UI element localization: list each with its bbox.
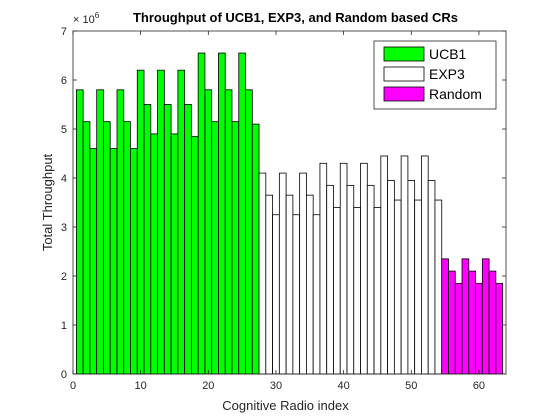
- bar-exp3-49: [400, 155, 409, 375]
- y-axis-exponent-base: × 10: [73, 14, 95, 26]
- bar-exp3-38: [326, 184, 334, 375]
- bar-exp3-54: [434, 199, 443, 375]
- x-tick-label: 10: [135, 380, 147, 392]
- x-tick-label: 20: [202, 380, 214, 392]
- bar-ucb1-18: [190, 135, 199, 375]
- y-tick-label: 7: [61, 26, 67, 38]
- bar-ucb1-6: [109, 148, 118, 375]
- legend: UCB1 EXP3 Random: [373, 40, 497, 110]
- bar-exp3-48: [393, 199, 402, 375]
- bar-ucb1-9: [130, 148, 138, 375]
- bar-random-60: [475, 282, 483, 375]
- bar-exp3-42: [353, 206, 361, 375]
- bar-ucb1-3: [89, 148, 98, 375]
- bar-exp3-33: [292, 214, 301, 375]
- y-tick-label: 4: [61, 173, 67, 185]
- bar-exp3-53: [427, 180, 436, 375]
- x-axis-label: Cognitive Radio index: [222, 398, 349, 413]
- bar-exp3-40: [339, 162, 348, 375]
- bar-ucb1-5: [103, 121, 111, 375]
- bar-ucb1-10: [136, 69, 145, 375]
- bar-exp3-37: [319, 162, 328, 375]
- bar-random-55: [441, 258, 449, 375]
- bar-ucb1-7: [116, 89, 125, 375]
- bar-ucb1-1: [75, 89, 84, 375]
- bar-ucb1-16: [177, 69, 186, 375]
- x-tick-label: 40: [338, 380, 350, 392]
- legend-swatch-exp3: [383, 66, 425, 82]
- bar-random-62: [488, 270, 497, 375]
- bar-ucb1-4: [96, 89, 104, 375]
- bar-ucb1-25: [238, 52, 246, 375]
- y-axis-exponent-power: 6: [95, 11, 100, 20]
- bar-ucb1-23: [224, 89, 233, 375]
- axes-group: [72, 30, 507, 375]
- bar-ucb1-13: [157, 69, 165, 375]
- bar-exp3-41: [346, 184, 355, 375]
- y-axis-exponent: × 106: [73, 11, 100, 26]
- y-axis-label: Total Throughput: [40, 153, 55, 251]
- bar-random-57: [454, 282, 463, 375]
- bar-exp3-39: [333, 206, 341, 375]
- bar-exp3-51: [414, 199, 422, 375]
- bar-exp3-50: [407, 180, 416, 375]
- bar-ucb1-8: [123, 121, 131, 375]
- bar-ucb1-26: [245, 89, 253, 375]
- y-tick-label: 3: [61, 222, 67, 234]
- y-tick-label: 1: [61, 320, 67, 332]
- legend-label-exp3: EXP3: [429, 66, 465, 82]
- y-tick-label: 0: [61, 369, 67, 381]
- bar-random-61: [481, 258, 490, 375]
- ticks-group: 0 10 20 30 40 50 60 0 1 2 3 4 5 6 7: [61, 26, 506, 392]
- bar-exp3-32: [285, 194, 294, 375]
- chart-title: Throughput of UCB1, EXP3, and Random bas…: [133, 10, 458, 25]
- bar-random-58: [461, 258, 470, 375]
- bar-exp3-45: [373, 206, 382, 375]
- y-tick-label: 2: [61, 271, 67, 283]
- x-tick-label: 50: [405, 380, 417, 392]
- bar-exp3-35: [306, 194, 314, 375]
- bar-random-59: [468, 270, 476, 375]
- legend-label-ucb1: UCB1: [429, 46, 467, 62]
- x-tick-label: 30: [270, 380, 282, 392]
- bar-ucb1-17: [184, 104, 192, 375]
- legend-swatch-ucb1: [383, 46, 425, 62]
- y-tick-label: 6: [61, 75, 67, 87]
- bar-exp3-28: [258, 172, 267, 375]
- bar-ucb1-2: [82, 121, 91, 375]
- bar-exp3-52: [421, 155, 429, 375]
- bar-exp3-44: [366, 184, 375, 375]
- bar-ucb1-14: [163, 104, 172, 375]
- bar-exp3-29: [265, 194, 273, 375]
- bar-random-63: [495, 282, 504, 375]
- axes-box: [72, 30, 507, 375]
- bar-ucb1-27: [251, 123, 260, 375]
- bar-ucb1-24: [231, 121, 240, 375]
- bar-exp3-47: [387, 180, 395, 375]
- legend-label-random: Random: [429, 86, 482, 102]
- legend-swatch-random: [383, 86, 425, 102]
- bar-ucb1-19: [197, 52, 206, 375]
- x-tick-label: 60: [473, 380, 485, 392]
- bar-exp3-34: [299, 172, 307, 375]
- bar-ucb1-21: [211, 121, 219, 375]
- bar-exp3-46: [380, 155, 389, 375]
- bar-ucb1-11: [143, 104, 152, 375]
- bar-exp3-43: [360, 162, 368, 375]
- bar-exp3-31: [278, 172, 287, 375]
- bar-ucb1-20: [204, 89, 213, 375]
- y-tick-label: 5: [61, 124, 67, 136]
- x-tick-label: 0: [70, 380, 76, 392]
- bar-ucb1-15: [170, 133, 179, 375]
- bar-random-56: [448, 270, 456, 375]
- bar-ucb1-22: [218, 52, 226, 375]
- bar-ucb1-12: [150, 133, 158, 375]
- bar-exp3-30: [272, 214, 280, 375]
- bar-exp3-36: [312, 214, 321, 375]
